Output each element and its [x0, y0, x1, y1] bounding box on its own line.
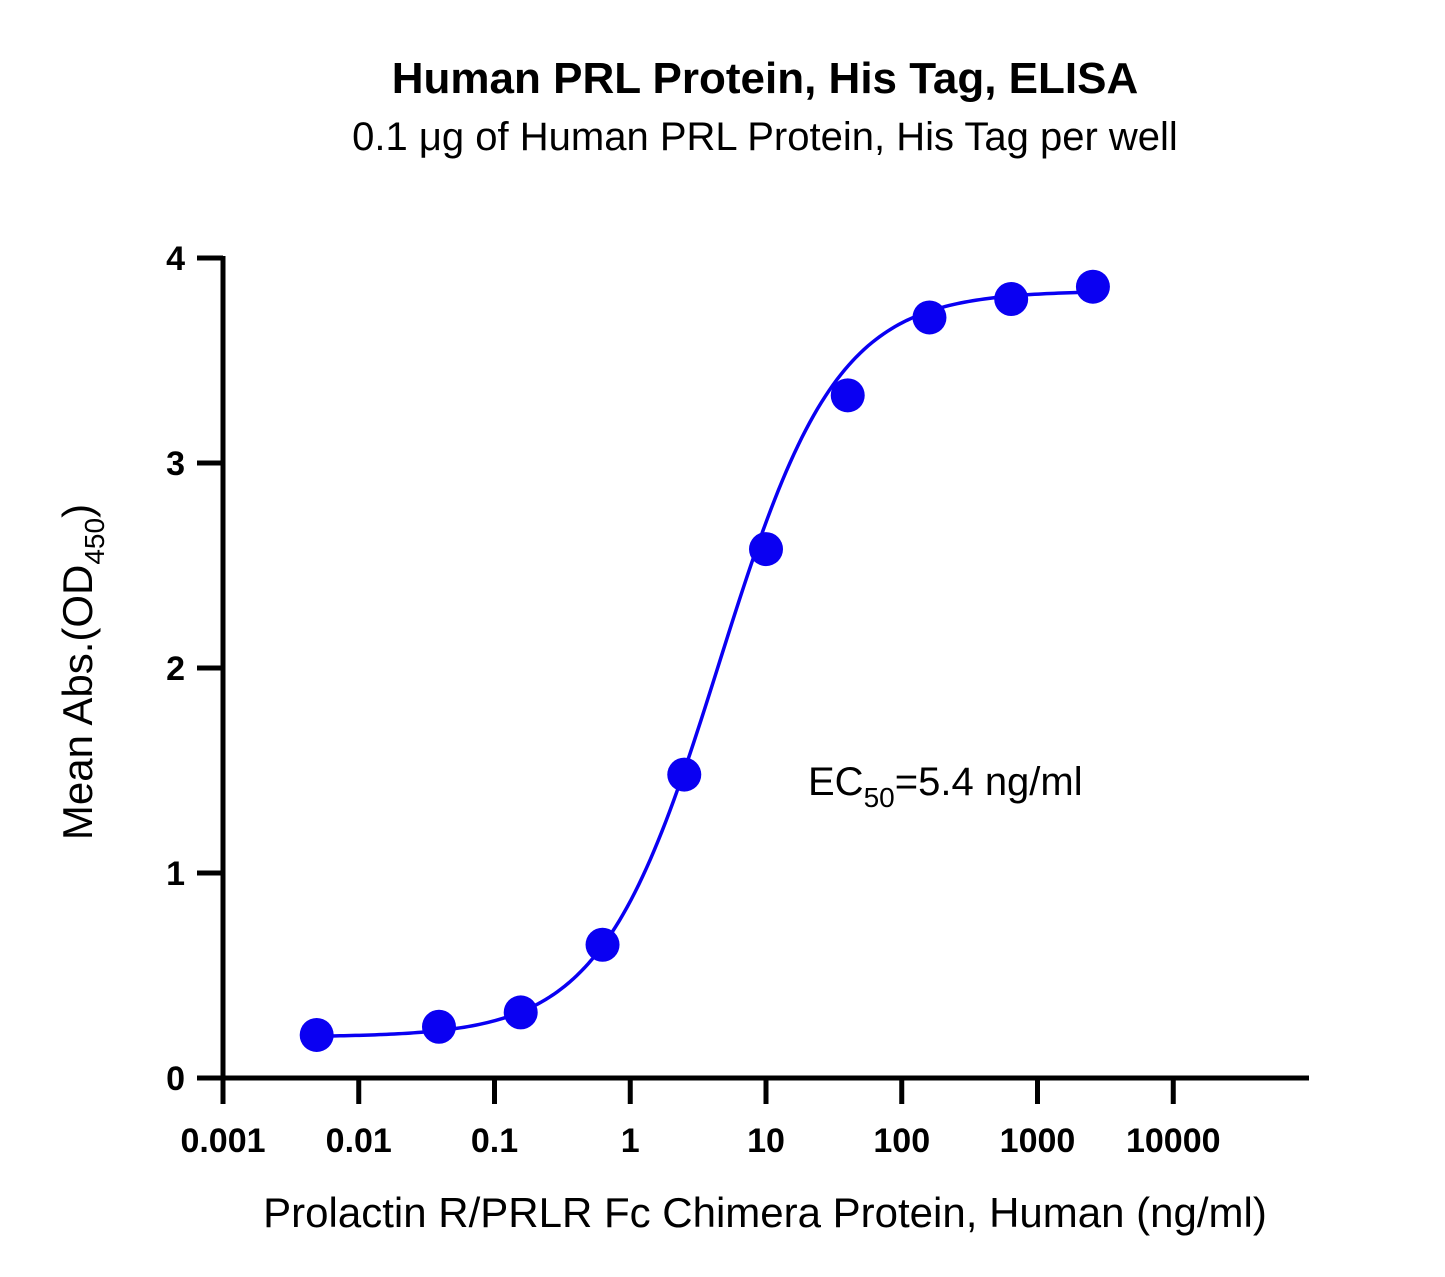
- y-tick-label-1: 1: [166, 855, 185, 893]
- data-point-5: [749, 532, 783, 567]
- data-point-8: [994, 282, 1029, 316]
- x-tick-label-7: 10000: [1126, 1122, 1221, 1160]
- x-tick-label-1: 0.01: [326, 1122, 392, 1160]
- data-point-2: [503, 995, 538, 1030]
- ec50-value: =5.4 ng/ml: [895, 760, 1083, 804]
- x-tick-label-6: 1000: [1000, 1122, 1076, 1160]
- data-point-9: [1075, 269, 1110, 304]
- x-axis-label: Prolactin R/PRLR Fc Chimera Protein, Hum…: [263, 1189, 1267, 1236]
- y-axis-label: Mean Abs.(OD450): [54, 504, 110, 840]
- data-point-4: [667, 757, 702, 792]
- x-tick-label-5: 100: [873, 1122, 930, 1160]
- data-point-0: [299, 1017, 334, 1052]
- y-axis-label-close: ): [54, 504, 101, 518]
- x-tick-label-4: 10: [747, 1122, 785, 1160]
- y-axis-label-subscript: 450: [79, 518, 110, 565]
- fit-curve-layer: [316, 290, 1093, 1038]
- data-point-7: [912, 300, 947, 335]
- data-point-6: [830, 378, 865, 413]
- y-tick-label-3: 3: [166, 445, 185, 483]
- x-tick-label-3: 1: [621, 1122, 640, 1160]
- y-axis: 0 1 2 3 4: [166, 240, 226, 1098]
- data-point-1: [421, 1009, 456, 1044]
- y-axis-label-main: Mean Abs.(OD: [54, 565, 101, 840]
- x-tick-label-0: 0.001: [180, 1122, 265, 1160]
- chart-title: Human PRL Protein, His Tag, ELISA: [392, 54, 1138, 103]
- data-point-3: [585, 927, 620, 962]
- y-tick-label-4: 4: [166, 240, 185, 278]
- x-tick-label-2: 0.1: [471, 1122, 518, 1160]
- y-tick-label-2: 2: [166, 650, 185, 688]
- ec50-subscript: 50: [864, 782, 895, 813]
- x-axis: 0.001 0.01 0.1 1 10 100 1000 10000: [180, 1075, 1309, 1160]
- fit-curve: [316, 290, 1093, 1038]
- chart-subtitle: 0.1 μg of Human PRL Protein, His Tag per…: [352, 115, 1178, 159]
- y-tick-label-0: 0: [166, 1060, 185, 1098]
- ec50-annotation: EC50=5.4 ng/ml: [808, 760, 1083, 813]
- data-points-layer: [299, 269, 1110, 1052]
- ec50-prefix: EC: [808, 760, 864, 804]
